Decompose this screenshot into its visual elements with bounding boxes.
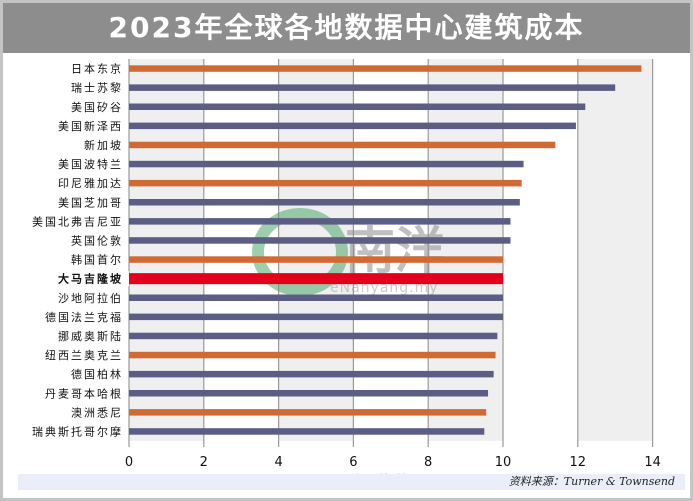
category-label-13: 沙地阿拉伯 [58,291,123,305]
bar-9 [129,218,511,225]
bar-14 [129,313,503,321]
x-tick-label-0: 0 [125,455,133,470]
category-label-1: 日本东京 [71,62,123,76]
source-bar: 资料来源：Turner & Townsend [18,474,685,490]
category-label-2: 瑞士苏黎 [71,81,123,95]
bar-15 [129,332,498,340]
bar-11 [129,256,503,263]
bar-12 [129,273,503,285]
bar-13 [129,294,503,301]
category-label-10: 英国伦敦 [71,233,123,247]
x-tick-label-6: 6 [349,455,357,470]
bar-3 [129,103,586,110]
category-label-3: 美国矽谷 [71,100,123,114]
x-tick-label-8: 8 [424,455,432,470]
category-label-19: 澳洲悉尼 [71,406,123,419]
bar-16 [129,351,496,359]
category-label-5: 新加坡 [84,138,123,152]
category-label-6: 美国波特兰 [58,157,123,171]
watermark-brand: 南洋 [345,222,445,280]
bar-5 [129,141,556,149]
bar-18 [129,390,489,397]
bar-19 [129,409,487,416]
category-label-20: 瑞典斯托哥尔摩 [32,424,123,438]
category-label-14: 德国法兰克福 [45,310,123,324]
bar-4 [129,122,576,130]
x-tick-label-4: 4 [274,455,282,470]
category-label-16: 纽西兰奥克兰 [45,348,123,362]
grid-band [577,59,653,441]
source-note: 资料来源：Turner & Townsend [508,475,675,488]
bar-2 [129,84,616,91]
grid-band [129,59,204,441]
category-label-8: 美国芝加哥 [58,196,123,209]
category-label-15: 挪威奥斯陆 [58,329,123,343]
bar-10 [129,237,511,244]
category-label-12: 大马吉隆坡 [58,272,123,286]
highlight-row-bg [3,271,129,287]
bar-1 [129,65,642,72]
chart-title: 2023年全球各地数据中心建筑成本 [108,11,585,44]
category-label-9: 美国北弗吉尼亚 [32,214,123,228]
bar-8 [129,199,520,206]
title-bar: 2023年全球各地数据中心建筑成本 [3,3,690,53]
bar-6 [129,160,524,168]
category-label-17: 德国柏林 [71,367,123,381]
category-label-7: 印尼雅加达 [58,176,123,190]
bar-7 [129,179,522,187]
x-tick-label-2: 2 [200,455,208,470]
watermark-logo-icon [252,208,348,296]
category-label-18: 丹麦哥本哈根 [45,386,123,400]
x-tick-label-12: 12 [570,455,587,470]
category-label-11: 韩国首尔 [71,253,123,267]
x-tick-label-14: 14 [644,455,661,470]
bar-20 [129,428,485,435]
category-label-4: 美国新泽西 [58,119,123,133]
x-tick-label-10: 10 [495,455,512,470]
bar-17 [129,370,494,378]
